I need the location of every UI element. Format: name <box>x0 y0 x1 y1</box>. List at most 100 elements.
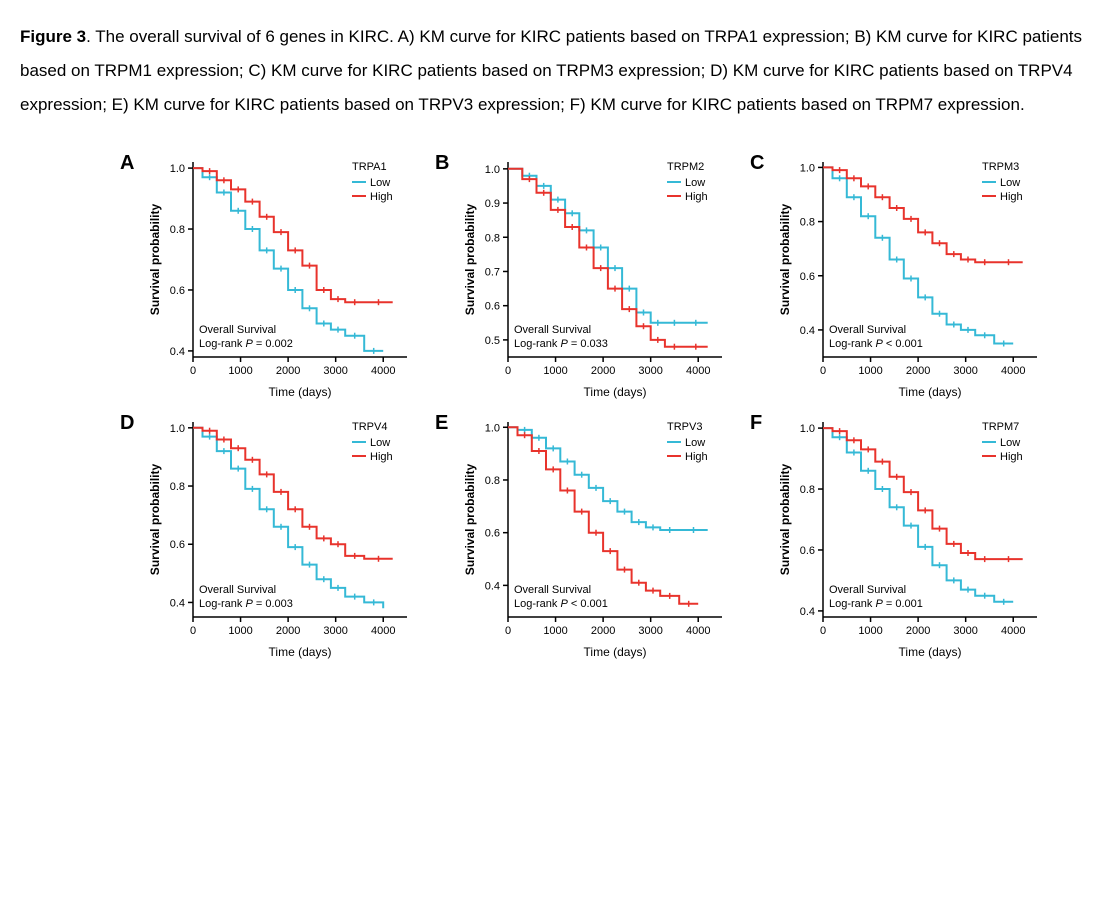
x-tick-label: 3000 <box>323 365 347 377</box>
y-tick-label: 0.6 <box>485 528 500 540</box>
annot-line2: Log-rank P = 0.033 <box>514 338 608 350</box>
y-axis-label: Survival probability <box>463 463 477 575</box>
y-tick-label: 1.0 <box>170 423 185 435</box>
legend-title: TRPM3 <box>982 161 1019 173</box>
x-tick-label: 2000 <box>906 365 930 377</box>
x-axis-label: Time (days) <box>269 385 332 399</box>
x-tick-label: 4000 <box>1001 365 1025 377</box>
x-axis-label: Time (days) <box>584 385 647 399</box>
y-tick-label: 0.4 <box>485 580 500 592</box>
km-curve-high <box>193 168 393 302</box>
x-tick-label: 0 <box>190 365 196 377</box>
x-axis-label: Time (days) <box>899 645 962 659</box>
y-tick-label: 0.8 <box>485 475 500 487</box>
annot-line1: Overall Survival <box>199 584 276 596</box>
x-tick-label: 3000 <box>638 365 662 377</box>
y-axis-label: Survival probability <box>148 203 162 315</box>
x-tick-label: 2000 <box>276 365 300 377</box>
annot-line2: Log-rank P = 0.003 <box>199 598 293 610</box>
x-tick-label: 4000 <box>686 365 710 377</box>
legend-title: TRPM2 <box>667 161 704 173</box>
km-chart: 010002000300040000.40.60.81.0Time (days)… <box>775 152 1045 402</box>
legend-high: High <box>685 451 708 463</box>
x-tick-label: 1000 <box>228 625 252 637</box>
panel-b: B010002000300040000.50.60.70.80.91.0Time… <box>435 152 730 402</box>
x-tick-label: 0 <box>820 625 826 637</box>
x-tick-label: 1000 <box>543 365 567 377</box>
x-tick-label: 0 <box>820 365 826 377</box>
y-tick-label: 1.0 <box>485 422 500 434</box>
km-chart: 010002000300040000.40.60.81.0Time (days)… <box>145 412 415 662</box>
x-axis-label: Time (days) <box>899 385 962 399</box>
panel-a: A010002000300040000.40.60.81.0Time (days… <box>120 152 415 402</box>
annot-line1: Overall Survival <box>829 584 906 596</box>
legend-low: Low <box>1000 437 1020 449</box>
panel-c: C010002000300040000.40.60.81.0Time (days… <box>750 152 1045 402</box>
y-tick-label: 0.9 <box>485 198 500 210</box>
y-tick-label: 0.4 <box>170 597 185 609</box>
x-tick-label: 0 <box>190 625 196 637</box>
annot-line1: Overall Survival <box>514 324 591 336</box>
x-axis-label: Time (days) <box>584 645 647 659</box>
x-tick-label: 0 <box>505 365 511 377</box>
panel-letter: C <box>750 152 764 175</box>
y-axis-label: Survival probability <box>778 203 792 315</box>
y-tick-label: 0.8 <box>800 217 815 229</box>
x-tick-label: 1000 <box>858 365 882 377</box>
annot-line2: Log-rank P < 0.001 <box>829 338 923 350</box>
figure-caption-text: . The overall survival of 6 genes in KIR… <box>20 27 1082 114</box>
legend-high: High <box>1000 191 1023 203</box>
legend-high: High <box>1000 451 1023 463</box>
y-tick-label: 0.8 <box>170 224 185 236</box>
legend-title: TRPV3 <box>667 421 702 433</box>
y-tick-label: 1.0 <box>485 164 500 176</box>
figure-caption: Figure 3. The overall survival of 6 gene… <box>20 20 1096 122</box>
panel-d: D010002000300040000.40.60.81.0Time (days… <box>120 412 415 662</box>
legend-title: TRPV4 <box>352 421 387 433</box>
legend-high: High <box>370 451 393 463</box>
y-tick-label: 0.8 <box>800 484 815 496</box>
km-curve-high <box>193 428 393 559</box>
x-tick-label: 1000 <box>228 365 252 377</box>
annot-line1: Overall Survival <box>829 324 906 336</box>
x-tick-label: 3000 <box>638 625 662 637</box>
y-tick-label: 0.6 <box>170 539 185 551</box>
x-tick-label: 2000 <box>591 625 615 637</box>
y-tick-label: 0.7 <box>485 266 500 278</box>
km-curve-low <box>823 167 1013 343</box>
x-tick-label: 4000 <box>1001 625 1025 637</box>
x-tick-label: 4000 <box>371 365 395 377</box>
legend-high: High <box>370 191 393 203</box>
panel-letter: F <box>750 412 762 435</box>
x-tick-label: 4000 <box>371 625 395 637</box>
panel-letter: D <box>120 412 134 435</box>
y-tick-label: 0.8 <box>170 481 185 493</box>
panel-letter: A <box>120 152 134 175</box>
km-chart: 010002000300040000.50.60.70.80.91.0Time … <box>460 152 730 402</box>
legend-low: Low <box>370 177 390 189</box>
panel-grid: A 0 1000 2000 3000 4000 0.4 0.6 0.8 1.0 Time (days… <box>20 152 1096 662</box>
y-tick-label: 1.0 <box>800 162 815 174</box>
legend-low: Low <box>370 437 390 449</box>
legend-low: Low <box>1000 177 1020 189</box>
panel-f: F010002000300040000.40.60.81.0Time (days… <box>750 412 1045 662</box>
x-tick-label: 2000 <box>591 365 615 377</box>
km-chart: 010002000300040000.40.60.81.0Time (days)… <box>775 412 1045 662</box>
km-curve-high <box>508 427 698 604</box>
x-tick-label: 3000 <box>953 365 977 377</box>
y-tick-label: 1.0 <box>800 423 815 435</box>
x-tick-label: 0 <box>505 625 511 637</box>
km-curve-low <box>193 428 383 609</box>
x-tick-label: 2000 <box>276 625 300 637</box>
legend-low: Low <box>685 437 705 449</box>
y-tick-label: 0.8 <box>485 232 500 244</box>
panel-letter: E <box>435 412 448 435</box>
legend-low: Low <box>685 177 705 189</box>
y-tick-label: 0.6 <box>170 285 185 297</box>
annot-line2: Log-rank P = 0.002 <box>199 338 293 350</box>
y-tick-label: 0.5 <box>485 335 500 347</box>
panel-letter: B <box>435 152 449 175</box>
y-tick-label: 0.6 <box>800 545 815 557</box>
annot-line2: Log-rank P = 0.001 <box>829 598 923 610</box>
km-chart: 010002000300040000.40.60.81.0Time (days)… <box>145 152 415 402</box>
